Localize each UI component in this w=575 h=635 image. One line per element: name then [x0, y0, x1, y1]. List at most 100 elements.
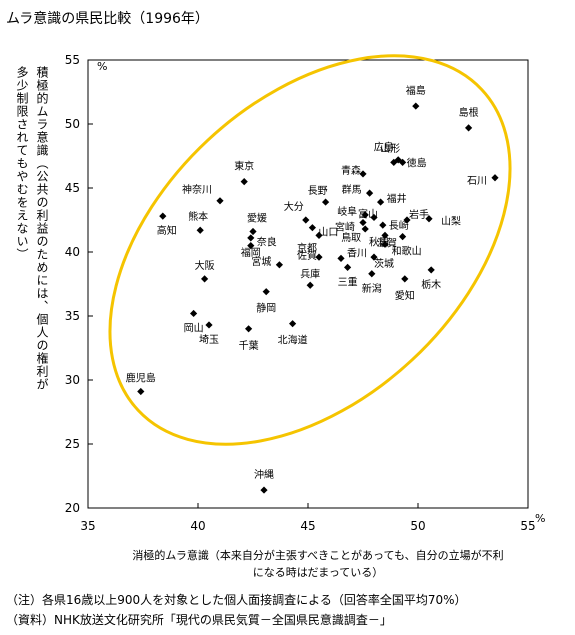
data-point-label: 神奈川: [182, 183, 212, 196]
data-point-label: 山形: [380, 143, 400, 155]
data-point-label: 群馬: [342, 183, 362, 196]
data-point-marker: [366, 189, 374, 197]
data-point-label: 茨城: [374, 257, 394, 270]
data-point-label: 島根: [459, 106, 479, 119]
data-point-label: 京都: [297, 241, 317, 254]
data-point-label: 鳥取: [341, 231, 361, 244]
data-point-label: 鹿児島: [126, 372, 156, 385]
data-point-marker: [247, 242, 255, 250]
data-point-marker: [399, 158, 407, 166]
data-point-marker: [377, 198, 385, 206]
x-axis-label-line-1: 消極的ムラ意識（本来自分が主張すべきことがあっても、自分の立場が不利: [132, 549, 504, 562]
data-point-label: 新潟: [362, 282, 382, 295]
data-point-label: 宮崎: [335, 221, 355, 234]
data-point-marker: [137, 387, 145, 396]
data-point-label: 大分: [284, 200, 304, 213]
data-point-marker: [361, 211, 369, 219]
data-point-label: 岩手: [409, 208, 429, 221]
data-point-label: 福井: [387, 192, 407, 205]
data-point-label: 熊本: [188, 210, 208, 223]
data-point-marker: [190, 309, 198, 318]
data-point-label: 徳島: [407, 156, 427, 169]
data-point-marker: [159, 212, 167, 220]
data-point-label: 大阪: [195, 259, 215, 272]
y-unit-label: %: [97, 60, 107, 73]
data-point-label: 広島: [374, 140, 394, 153]
source-note: （資料）NHK放送文化研究所「現代の県民気質－全国県民意識調査－」: [6, 613, 392, 627]
data-point-marker: [275, 261, 283, 269]
data-point-marker: [399, 233, 407, 241]
data-point-label: 佐賀: [297, 250, 317, 262]
y-tick-label: 55: [65, 53, 80, 67]
data-point-marker: [315, 253, 323, 261]
y-axis-label-line-1: 積極的ムラ意識（公共の利益のためには、個人の権利が: [35, 66, 49, 391]
highlight-ellipse: [108, 54, 512, 446]
data-point-marker: [322, 198, 330, 206]
data-point-marker: [427, 266, 435, 274]
data-point-label: 長崎: [389, 219, 409, 232]
data-point-marker: [368, 270, 376, 278]
data-point-label: 愛媛: [247, 212, 267, 225]
data-point-label: 千葉: [239, 339, 259, 352]
data-point-marker: [302, 216, 310, 224]
chart-title: ムラ意識の県民比較（1996年）: [6, 11, 209, 27]
data-point-label: 青森: [341, 164, 361, 177]
data-point-marker: [425, 215, 433, 223]
y-axis-ticks: 20 25 30 35 40 45 50 55: [65, 53, 93, 515]
data-points: 福島島根石川 広島山形徳島青森 東京神奈川 長野 群馬福井岩手山梨高知熊本 愛媛 大分 岐阜富…: [126, 84, 499, 494]
data-point-label: 岐阜: [337, 205, 357, 218]
data-point-marker: [245, 325, 253, 333]
data-point-label: 石川: [467, 176, 487, 187]
data-point-label: 滋賀: [377, 236, 397, 249]
data-point-label: 山梨: [441, 215, 461, 228]
y-tick-label: 40: [65, 245, 80, 259]
y-tick-label: 45: [65, 181, 80, 195]
x-tick-label: 45: [300, 519, 315, 533]
data-point-marker: [412, 102, 420, 110]
data-point-label: 東京: [234, 160, 254, 173]
data-point-marker: [260, 486, 268, 494]
data-point-marker: [306, 281, 314, 289]
data-point-marker: [308, 224, 316, 232]
data-point-label: 香川: [347, 247, 367, 259]
data-point-marker: [381, 240, 389, 248]
footnote: （注）各県16歳以上900人を対象とした個人面接調査による（回答率全国平均70%…: [6, 593, 467, 607]
data-point-marker: [491, 174, 499, 182]
x-unit-label: %: [535, 512, 545, 525]
y-tick-label: 50: [65, 117, 80, 131]
data-point-label: 福岡: [241, 246, 261, 259]
data-point-marker: [205, 321, 213, 329]
data-point-label: 奈良: [257, 236, 277, 249]
data-point-marker: [240, 178, 248, 186]
y-axis-label: 積極的ムラ意識（公共の利益のためには、個人の権利が 多少制限されてもやむをえない…: [10, 66, 62, 506]
x-axis-label-line-2: になる時はだまっている）: [252, 566, 384, 579]
data-point-label: 栃木: [421, 278, 441, 291]
data-point-marker: [196, 226, 204, 234]
data-point-marker: [344, 263, 352, 271]
data-point-label: 沖縄: [254, 468, 274, 481]
data-point-marker: [403, 216, 411, 224]
data-point-marker: [289, 320, 297, 328]
data-point-marker: [262, 288, 270, 296]
data-point-label: 宮城: [251, 255, 271, 268]
data-point-marker: [390, 158, 398, 166]
data-point-marker: [201, 275, 209, 283]
y-tick-label: 30: [65, 373, 80, 387]
data-point-marker: [381, 231, 389, 239]
data-point-label: 高知: [157, 224, 177, 237]
data-point-marker: [370, 253, 378, 261]
data-point-marker: [315, 231, 323, 239]
data-point-label: 福島: [406, 84, 426, 97]
data-point-label: 三重: [338, 275, 358, 288]
data-point-marker: [359, 170, 367, 178]
data-point-marker: [401, 275, 409, 283]
data-point-label: 和歌山: [392, 245, 422, 258]
data-point-label: 富山: [358, 207, 378, 220]
y-tick-label: 20: [65, 501, 80, 515]
data-point-label: 埼玉: [199, 333, 219, 346]
data-point-marker: [216, 197, 224, 205]
data-point-label: 山口: [318, 227, 338, 239]
data-point-marker: [359, 218, 367, 227]
y-tick-label: 35: [65, 309, 80, 323]
